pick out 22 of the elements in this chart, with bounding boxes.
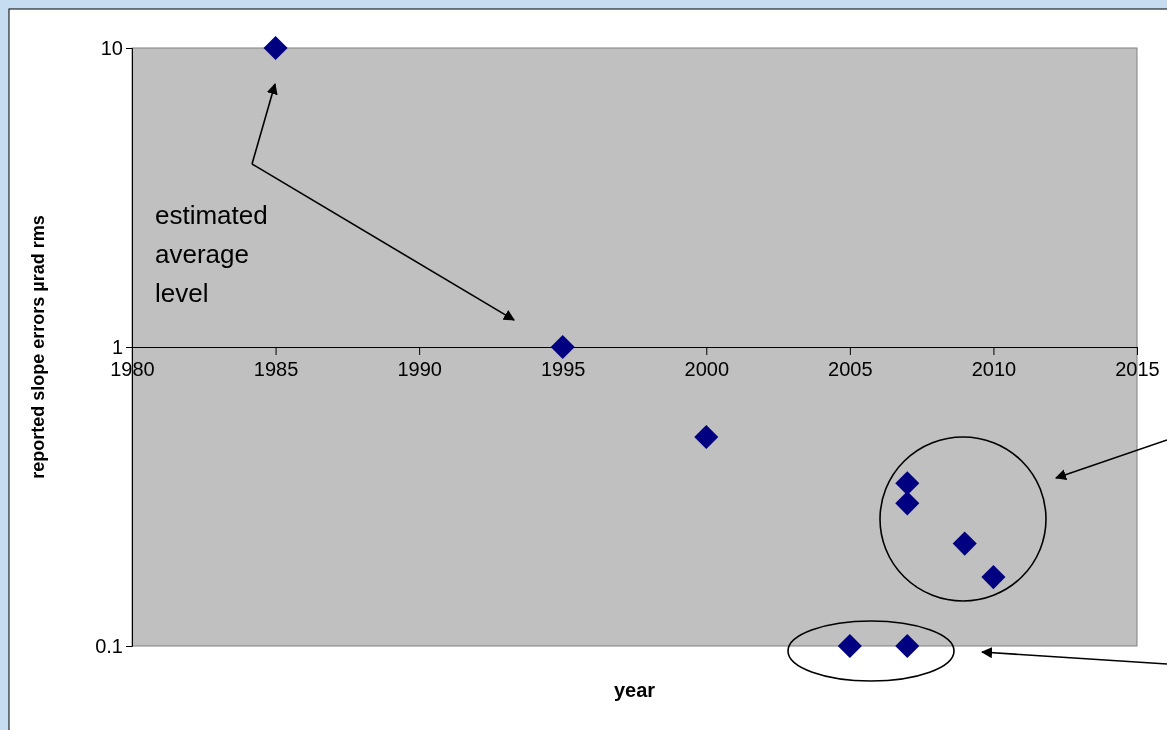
x-axis-title: year xyxy=(613,679,656,701)
point xyxy=(837,633,862,659)
x-tick-label: 2015 xyxy=(1115,358,1160,380)
x-tick-label: 1990 xyxy=(397,358,442,380)
y-axis-title: reported slope errors µrad rms xyxy=(28,215,48,479)
point xyxy=(263,35,288,61)
x-tick-label: 1985 xyxy=(253,358,299,380)
y-tick-label: 10 xyxy=(100,36,123,59)
x-tick-label: 2000 xyxy=(684,358,730,380)
point xyxy=(981,565,1006,590)
annotation: estimated average level xyxy=(155,200,268,308)
y-tick-label: 1 xyxy=(111,335,123,358)
y-tick-label: 0.1 xyxy=(95,634,123,657)
point xyxy=(895,633,920,659)
point xyxy=(895,471,920,496)
point xyxy=(550,334,575,360)
x-tick-label: 2005 xyxy=(828,358,873,380)
point xyxy=(694,424,719,450)
x-tick-label: 1995 xyxy=(540,358,586,380)
point xyxy=(952,531,977,556)
point xyxy=(895,491,920,516)
x-tick-label: 2010 xyxy=(971,358,1017,380)
